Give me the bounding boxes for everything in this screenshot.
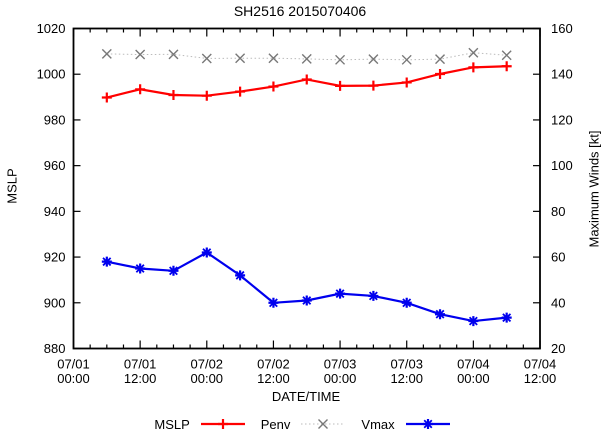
legend-line-sample-penv (301, 419, 346, 429)
x-axis-label: DATE/TIME (271, 389, 341, 404)
legend: MSLP Penv Vmax (0, 413, 606, 432)
svg-text:00:00: 00:00 (191, 371, 224, 386)
svg-text:120: 120 (551, 112, 573, 127)
svg-text:00:00: 00:00 (457, 371, 490, 386)
svg-text:07/03: 07/03 (390, 357, 423, 372)
legend-item-mslp: MSLP (154, 417, 246, 432)
legend-label-vmax: Vmax (361, 416, 395, 432)
svg-text:1000: 1000 (37, 67, 66, 82)
svg-text:880: 880 (44, 341, 66, 356)
svg-text:1020: 1020 (37, 21, 66, 36)
legend-line-sample-vmax (405, 419, 450, 429)
series-vmax (101, 247, 512, 327)
svg-text:900: 900 (44, 295, 66, 310)
y-tick-labels-left: 880 900 920 940 960 980 1000 1020 (37, 21, 66, 356)
series-mslp (101, 61, 512, 103)
svg-text:00:00: 00:00 (57, 371, 90, 386)
svg-text:100: 100 (551, 158, 573, 173)
legend-item-vmax: Vmax (361, 417, 451, 432)
svg-text:07/01: 07/01 (57, 357, 90, 372)
svg-text:160: 160 (551, 21, 573, 36)
legend-line-sample-mslp (200, 419, 245, 429)
x-ticks (72, 28, 541, 349)
svg-text:07/03: 07/03 (324, 357, 357, 372)
svg-text:80: 80 (551, 204, 565, 219)
legend-label-mslp: MSLP (154, 416, 190, 432)
y-axis-label-mslp: MSLP (4, 168, 20, 204)
svg-text:60: 60 (551, 250, 565, 265)
y-axis-label-max-winds: Maximum Winds [kt] (586, 130, 602, 248)
svg-text:140: 140 (551, 67, 573, 82)
svg-text:920: 920 (44, 250, 66, 265)
series-penv (101, 47, 512, 65)
svg-text:960: 960 (44, 158, 66, 173)
svg-text:12:00: 12:00 (124, 371, 157, 386)
svg-text:940: 940 (44, 204, 66, 219)
legend-label-penv: Penv (260, 416, 291, 432)
svg-text:20: 20 (551, 341, 565, 356)
svg-text:07/04: 07/04 (524, 357, 557, 372)
svg-text:07/02: 07/02 (191, 357, 224, 372)
y-ticks (73, 27, 540, 350)
legend-item-penv: Penv (261, 417, 348, 432)
svg-text:12:00: 12:00 (524, 371, 557, 386)
svg-text:00:00: 00:00 (324, 371, 357, 386)
svg-text:40: 40 (551, 295, 565, 310)
svg-text:12:00: 12:00 (257, 371, 290, 386)
svg-text:980: 980 (44, 112, 66, 127)
x-tick-labels: 07/0100:0007/0112:0007/0200:0007/0212:00… (57, 357, 556, 387)
svg-text:12:00: 12:00 (390, 371, 423, 386)
y-tick-labels-right: 20 40 60 80 100 120 140 160 (551, 21, 573, 356)
chart-title: SH2516 2015070406 (233, 3, 367, 19)
svg-text:07/04: 07/04 (457, 357, 490, 372)
svg-text:07/02: 07/02 (257, 357, 290, 372)
svg-text:07/01: 07/01 (124, 357, 157, 372)
